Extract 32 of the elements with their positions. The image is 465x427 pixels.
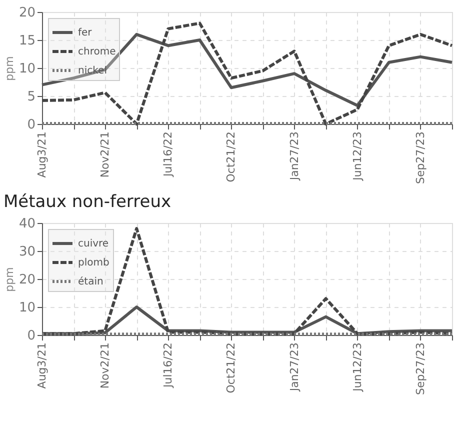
legend-label: étain	[78, 276, 104, 288]
x-tick-label: Jul16/22	[162, 342, 175, 388]
y-tick-label: 15	[18, 34, 36, 48]
y-tick-label: 20	[18, 6, 36, 20]
x-tick-label: Nov2/21	[98, 132, 112, 178]
legend-label: plomb	[78, 258, 110, 268]
x-tick-label: Jun12/23	[350, 132, 364, 182]
y-tick-label: 5	[27, 90, 36, 104]
y-tick-label: 10	[18, 300, 36, 316]
y-tick-label: 40	[18, 216, 36, 232]
x-tick-label: Oct21/22	[224, 132, 238, 182]
y-tick-label: 10	[18, 62, 36, 76]
legend-label: cuivre	[78, 238, 109, 250]
x-tick-label: Nov2/21	[98, 342, 112, 389]
x-tick-label: Jun12/23	[350, 342, 364, 392]
x-tick-label: Sep27/23	[414, 342, 427, 395]
x-tick-label: Jan27/23	[288, 132, 301, 182]
legend-label: chrome	[78, 46, 116, 58]
legend-label: fer	[78, 28, 93, 38]
x-tick-label: Jan27/23	[288, 342, 301, 392]
y-tick-label: 20	[18, 272, 36, 288]
x-tick-label: Aug3/21	[36, 342, 48, 389]
y-tick-label: 0	[27, 328, 36, 344]
x-tick-label: Sep27/23	[414, 132, 427, 184]
y-axis-title: ppm	[2, 56, 16, 81]
x-tick-label: Oct21/22	[224, 342, 238, 394]
y-axis-title: ppm	[2, 267, 16, 292]
chart-title: Métaux non-ferreux	[3, 192, 172, 212]
y-tick-label: 30	[18, 244, 36, 260]
x-tick-label: Aug3/21	[36, 132, 48, 178]
y-tick-label: 0	[27, 118, 36, 132]
x-tick-label: Jul16/22	[162, 132, 175, 178]
